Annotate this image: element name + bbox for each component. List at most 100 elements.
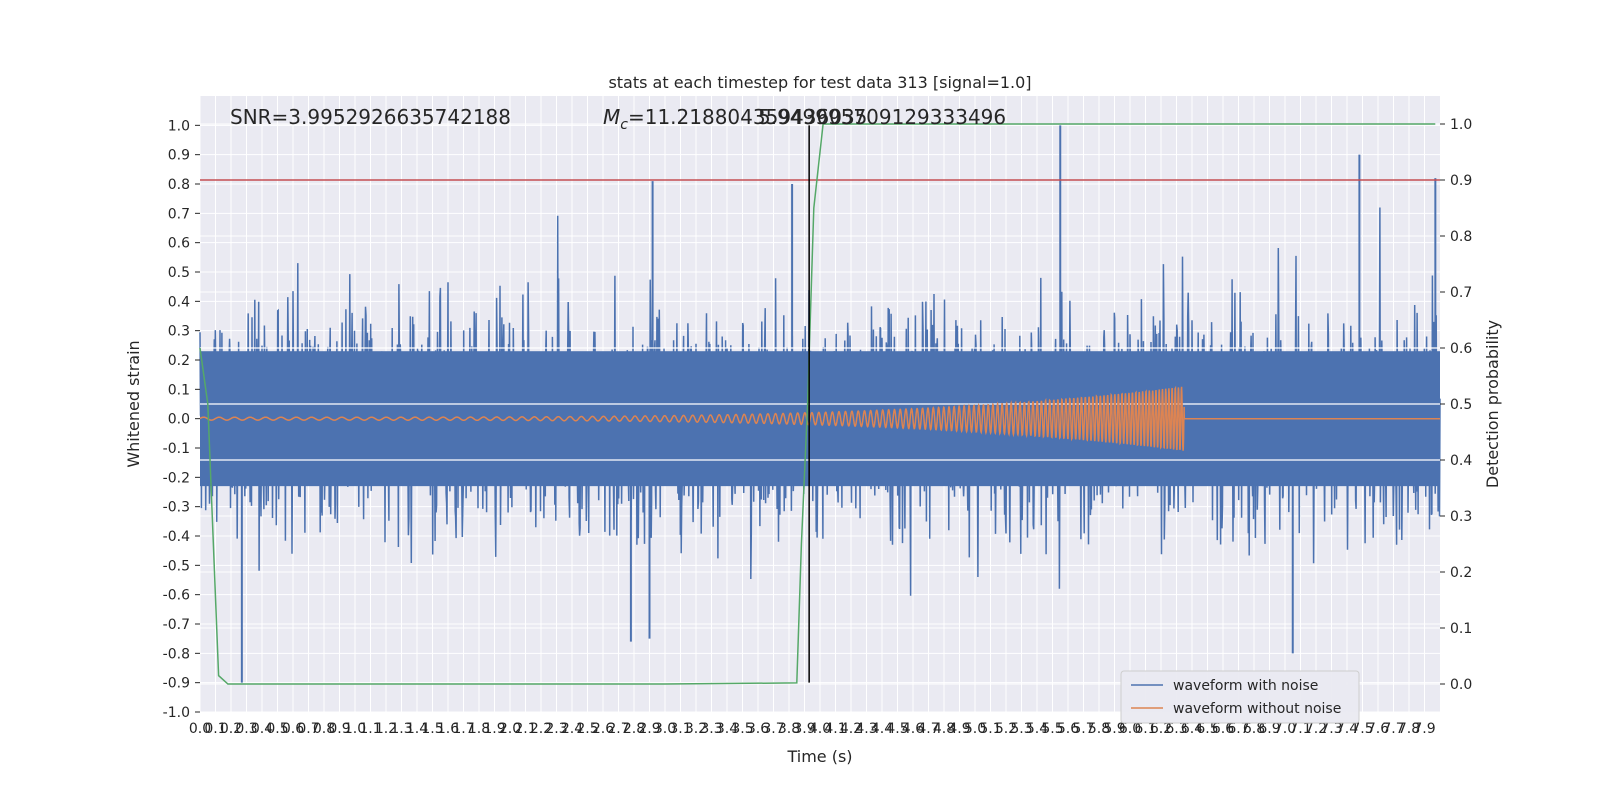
x-tick-label: 2.9 — [638, 721, 660, 737]
y-ticks: -1.0 -0.9 -0.8 -0.7 -0.6 -0.5 -0.4 -0.3 -0.2 -0.1… — [163, 118, 200, 721]
x-tick-label: 3.8 — [778, 721, 800, 737]
y-tick-label: -0.7 — [163, 617, 190, 633]
mc-symbol: M — [603, 105, 620, 129]
x-tick-label: 7.2 — [1305, 721, 1327, 737]
y-tick-label: 0.8 — [168, 177, 190, 193]
x-tick-label: 7.7 — [1382, 721, 1404, 737]
y2-tick-label: 0.7 — [1450, 285, 1472, 301]
y-tick-label: 0.3 — [168, 324, 190, 340]
x-tick-label: 5.7 — [1072, 721, 1094, 737]
x-tick-label: 0.5 — [266, 721, 288, 737]
y-tick-label: 0.9 — [168, 148, 190, 164]
snr-annotation: SNR=3.9952926635742188 — [230, 105, 511, 129]
y-tick-label: -0.2 — [163, 470, 190, 486]
legend: waveform with noise waveform without noi… — [1120, 670, 1360, 724]
y-tick-label: -0.8 — [163, 646, 190, 662]
x-tick-label: 7.1 — [1289, 721, 1311, 737]
x-tick-label: 4.4 — [871, 721, 893, 737]
x-tick-label: 4.9 — [948, 721, 970, 737]
overlap-annotation: 5.949995709129333496 — [758, 105, 1006, 129]
x-tick-label: 0.1 — [204, 721, 226, 737]
x-tick-label: 2.5 — [576, 721, 598, 737]
y-tick-label: -0.4 — [163, 529, 190, 545]
x-tick-label: 0.4 — [251, 721, 273, 737]
x-tick-label: 6.9 — [1258, 721, 1280, 737]
x-tick-label: 1.8 — [468, 721, 490, 737]
y-axis-label: Whitened strain — [124, 340, 143, 467]
y-tick-label: 0.7 — [168, 206, 190, 222]
x-tick-label: 6.5 — [1196, 721, 1218, 737]
y-tick-label: -1.0 — [163, 705, 190, 721]
x-tick-label: 2.7 — [607, 721, 629, 737]
x-tick-label: 4.7 — [917, 721, 939, 737]
y-tick-label: 0.6 — [168, 236, 190, 252]
x-tick-label: 0.3 — [235, 721, 257, 737]
x-tick-label: 5.8 — [1088, 721, 1110, 737]
y2-tick-label: 0.1 — [1450, 621, 1472, 637]
chart-title: stats at each timestep for test data 313… — [608, 73, 1031, 92]
x-tick-label: 3.1 — [669, 721, 691, 737]
x-tick-label: 3.4 — [716, 721, 738, 737]
legend-label-clean: waveform without noise — [1173, 701, 1341, 717]
x-tick-label: 2.2 — [530, 721, 552, 737]
x-tick-label: 0.7 — [297, 721, 319, 737]
x-tick-label: 7.3 — [1320, 721, 1342, 737]
legend-label-noise: waveform with noise — [1173, 678, 1318, 694]
x-tick-label: 2.3 — [545, 721, 567, 737]
x-tick-label: 5.2 — [995, 721, 1017, 737]
y2-tick-label: 0.0 — [1450, 677, 1472, 693]
x-tick-label: 4.5 — [886, 721, 908, 737]
y-tick-label: 0.5 — [168, 265, 190, 281]
clean-waveform-line — [199, 385, 1440, 451]
y2-tick-label: 1.0 — [1450, 117, 1472, 133]
x-tick-label: 1.5 — [421, 721, 443, 737]
x-tick-label: 5.3 — [1010, 721, 1032, 737]
legend-box — [1120, 670, 1360, 724]
x-tick-label: 7.6 — [1367, 721, 1389, 737]
x-tick-label: 2.8 — [623, 721, 645, 737]
y-tick-label: -0.3 — [163, 500, 190, 516]
x-axis-label: Time (s) — [786, 747, 852, 766]
x-tick-label: 1.9 — [483, 721, 505, 737]
y2-tick-label: 0.3 — [1450, 509, 1472, 525]
x-tick-label: 0.8 — [313, 721, 335, 737]
y2-axis-label: Detection probability — [1483, 320, 1502, 488]
x-tick-label: 4.1 — [824, 721, 846, 737]
x-tick-label: 7.8 — [1398, 721, 1420, 737]
x-tick-label: 4.2 — [840, 721, 862, 737]
x-tick-label: 1.0 — [344, 721, 366, 737]
x-tick-label: 1.3 — [390, 721, 412, 737]
x-tick-label: 3.2 — [685, 721, 707, 737]
y2-tick-label: 0.5 — [1450, 397, 1472, 413]
y-tick-label: 0.1 — [168, 382, 190, 398]
x-tick-label: 6.3 — [1165, 721, 1187, 737]
x-ticks: 0.00.10.20.30.40.50.60.70.80.91.01.11.21… — [189, 721, 1436, 737]
x-tick-label: 7.9 — [1413, 721, 1435, 737]
x-tick-label: 5.1 — [979, 721, 1001, 737]
x-tick-label: 2.1 — [514, 721, 536, 737]
x-tick-label: 6.4 — [1181, 721, 1203, 737]
y2-tick-label: 0.4 — [1450, 453, 1472, 469]
mc-value: =11.218804359436035 — [628, 105, 867, 129]
detection-probability-line — [199, 123, 1436, 685]
x-tick-label: 3.9 — [793, 721, 815, 737]
x-tick-label: 3.7 — [762, 721, 784, 737]
y2-tick-label: 0.6 — [1450, 341, 1472, 357]
x-tick-label: 7.5 — [1351, 721, 1373, 737]
x-tick-label: 5.4 — [1026, 721, 1048, 737]
y-tick-label: 0.0 — [168, 412, 190, 428]
x-tick-label: 1.6 — [437, 721, 459, 737]
y-tick-label: -0.6 — [163, 588, 190, 604]
x-tick-label: 6.0 — [1119, 721, 1141, 737]
x-tick-label: 1.7 — [452, 721, 474, 737]
y2-tick-label: 0.2 — [1450, 565, 1472, 581]
mc-annotation: Mc=11.218804359436035 — [603, 105, 867, 133]
x-tick-label: 5.6 — [1057, 721, 1079, 737]
x-tick-label: 6.2 — [1150, 721, 1172, 737]
mc-subscript: c — [620, 117, 628, 133]
x-tick-label: 2.6 — [592, 721, 614, 737]
y-tick-label: -0.5 — [163, 558, 190, 574]
x-tick-label: 4.8 — [933, 721, 955, 737]
plot-area — [199, 123, 1441, 685]
